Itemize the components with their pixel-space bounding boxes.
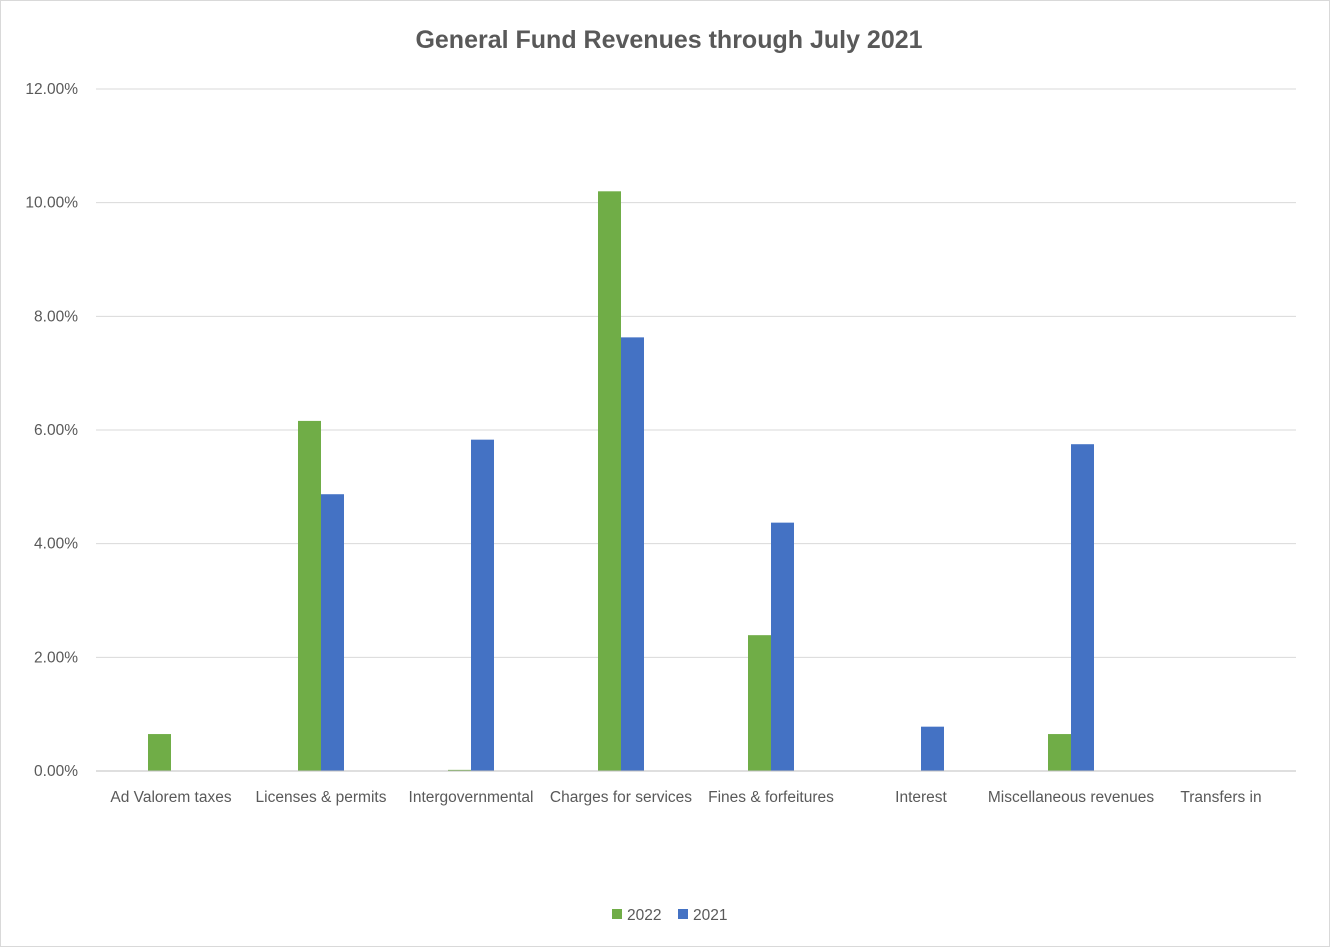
y-tick-label: 2.00% [34,649,78,666]
x-category-label: Charges for services [550,789,692,806]
y-tick-label: 10.00% [25,195,78,212]
x-category-label: Fines & forfeitures [708,789,834,806]
x-category-label: Transfers in [1180,789,1261,806]
bar-2021-3 [621,337,644,771]
y-tick-label: 8.00% [34,308,78,325]
bar-2021-5 [921,726,944,771]
y-tick-label: 4.00% [34,536,78,553]
y-tick-label: 0.00% [34,763,78,780]
bar-2021-6 [1071,444,1094,771]
x-category-label: Ad Valorem taxes [110,789,231,806]
bar-2022-1 [298,420,321,771]
bar-2022-0 [148,734,171,771]
y-axis-tick-labels: 0.00% 2.00% 4.00% 6.00% 8.00% 10.00% 12.00% [25,81,78,780]
bar-2022-3 [598,191,621,772]
x-category-label: Licenses & permits [256,789,387,806]
bar-2021-1 [321,494,344,771]
bar-2021-2 [471,439,494,771]
chart-title: General Fund Revenues through July 2021 [415,26,922,54]
legend-label-2021: 2021 [693,907,727,924]
legend: 2022 2021 [612,907,727,924]
x-category-label: Miscellaneous revenues [988,789,1155,806]
x-axis-category-labels: Ad Valorem taxes Licenses & permits Interg… [110,789,1261,806]
bars [148,191,1094,772]
bar-2022-2 [448,769,471,771]
bar-2022-4 [748,635,771,771]
legend-swatch-2021 [678,909,688,919]
legend-label-2022: 2022 [627,907,661,924]
legend-swatch-2022 [612,909,622,919]
bar-2022-6 [1048,734,1071,771]
bar-2021-4 [771,522,794,771]
x-category-label: Intergovernmental [409,789,534,806]
y-tick-label: 12.00% [25,81,78,98]
x-category-label: Interest [895,789,947,806]
y-tick-label: 6.00% [34,422,78,439]
gridlines [96,88,1296,658]
